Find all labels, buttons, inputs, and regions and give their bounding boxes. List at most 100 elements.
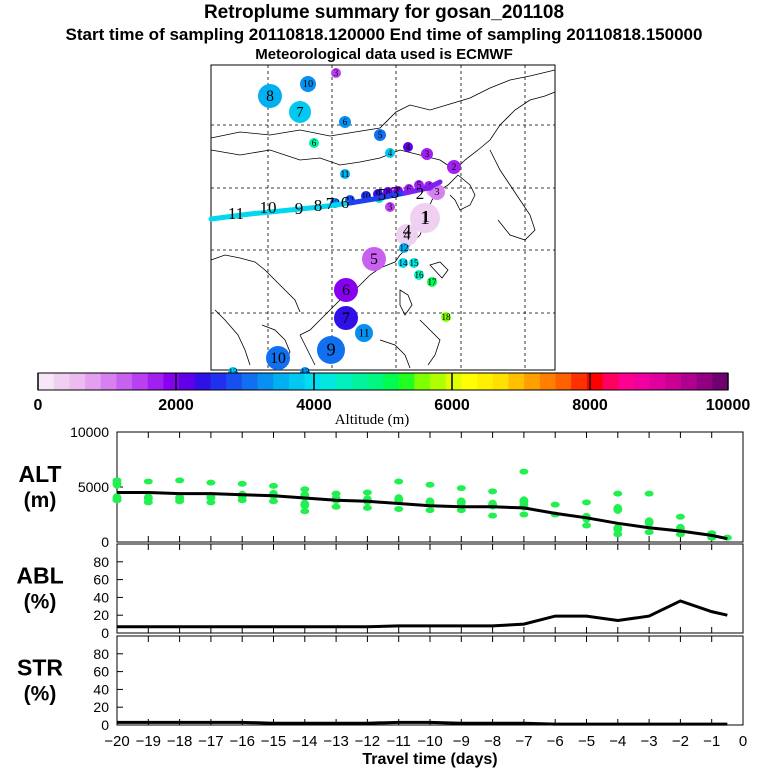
colorbar-cell [163, 373, 180, 390]
altitude-point [362, 504, 372, 511]
colorbar-cell [571, 373, 588, 390]
colorbar-cell [304, 373, 321, 390]
svg-text:4: 4 [403, 227, 410, 243]
altitude-point [331, 503, 341, 510]
x-tick-label: −10 [417, 733, 442, 750]
plume-point: 8 [258, 84, 282, 108]
y-tick-label: 40 [93, 589, 109, 605]
plume-point: 9 [317, 336, 345, 364]
svg-text:14: 14 [399, 258, 409, 268]
svg-text:11: 11 [346, 195, 355, 205]
track-segment [347, 195, 383, 206]
track-segment [402, 185, 431, 196]
svg-text:15: 15 [410, 258, 420, 268]
plume-point: 6 [339, 116, 351, 128]
colorbar-cell [367, 373, 384, 390]
altitude-point [300, 508, 310, 515]
centroid-label: 4 [403, 221, 412, 240]
colorbar-cell [116, 373, 133, 390]
colorbar-cell [320, 373, 337, 390]
chart-title: Retroplume summary for gosan_201108 [203, 2, 565, 23]
x-tick-label: −2 [672, 733, 689, 750]
colorbar-cell [132, 373, 149, 390]
svg-text:17: 17 [428, 277, 438, 287]
x-tick-label: −14 [292, 733, 317, 750]
colorbar-cell [383, 373, 400, 390]
centroid-label: 2 [416, 184, 425, 203]
plume-point: 3 [331, 68, 341, 78]
plume-point: 6 [309, 138, 319, 148]
altitude-point [143, 478, 153, 485]
panel-yunit: (m) [24, 489, 57, 512]
x-tick-label: −17 [198, 733, 223, 750]
plume-point: 10 [266, 346, 290, 370]
plume-point: 10 [300, 76, 316, 92]
svg-text:13: 13 [229, 367, 239, 377]
colorbar-tick-label: 10000 [706, 397, 751, 414]
x-tick-label: 0 [739, 733, 747, 750]
altitude-colorbar: 0 2000 4000 6000 8000 10000 Altitude (m) [34, 372, 751, 428]
altitude-point [112, 497, 122, 504]
colorbar-cell [508, 373, 525, 390]
y-tick-label: 60 [93, 664, 109, 680]
centroid-label: 3 [391, 183, 400, 202]
altitude-point [206, 499, 216, 506]
svg-text:3: 3 [425, 149, 430, 159]
altitude-point [237, 497, 247, 504]
colorbar-label: Altitude (m) [335, 412, 410, 428]
altitude-point [456, 485, 466, 492]
altitude-point [425, 507, 435, 514]
y-tick-label: 10000 [70, 424, 109, 440]
svg-text:6: 6 [407, 184, 412, 194]
altitude-point [143, 499, 153, 506]
svg-text:10: 10 [362, 191, 372, 201]
altitude-point [488, 512, 498, 519]
altitude-point [112, 478, 122, 489]
colorbar-cell [539, 373, 556, 390]
svg-text:6: 6 [312, 138, 317, 148]
map-grid [211, 65, 555, 370]
svg-text:13: 13 [301, 367, 311, 377]
colorbar-cell [696, 373, 713, 390]
plume-point: 4 [385, 148, 395, 158]
centroid-label: 11 [228, 204, 244, 223]
panel-yunit: (%) [24, 683, 57, 706]
altitude-point [456, 507, 466, 514]
map-frame [210, 64, 556, 371]
svg-text:5: 5 [378, 130, 383, 140]
svg-text:5: 5 [370, 251, 378, 268]
centroid-label: 9 [295, 199, 304, 218]
colorbar-cell [147, 373, 164, 390]
svg-text:9: 9 [326, 340, 335, 360]
alt-panel: 0 5000 10000 ALT(m) [18, 424, 744, 550]
colorbar-cell [288, 373, 306, 390]
time-series-panels: 0500010000ALT(m)020406080ABL(%)020406080… [16, 424, 747, 768]
map-panel: 1234567891011121314151617182345678103456… [208, 64, 556, 377]
colorbar-tick-label: 8000 [572, 397, 608, 414]
y-tick-label: 20 [93, 607, 109, 623]
x-tick-label: −19 [136, 733, 161, 750]
svg-text:11: 11 [358, 327, 369, 340]
svg-text:3: 3 [334, 68, 339, 78]
altitude-point [613, 523, 623, 534]
svg-text:7: 7 [396, 186, 401, 196]
colorbar-cell [430, 373, 447, 390]
colorbar-cell [257, 373, 274, 390]
svg-text:16: 16 [415, 270, 425, 280]
str-panel-line [117, 720, 728, 726]
colorbar-cell [179, 373, 196, 390]
y-tick-label: 40 [93, 681, 109, 697]
plume-point: 3 [421, 148, 433, 160]
colorbar-cell [618, 373, 635, 390]
plume-point: 14 [398, 258, 408, 268]
track-segment [377, 190, 408, 201]
track-segment [208, 211, 253, 222]
colorbar-cell [241, 373, 259, 390]
svg-text:7: 7 [342, 310, 350, 327]
altitude-point [269, 482, 278, 489]
plume-point: 17 [427, 277, 437, 287]
svg-text:9: 9 [376, 189, 381, 199]
svg-text:2: 2 [452, 162, 457, 172]
plume-point: 5 [374, 129, 386, 141]
